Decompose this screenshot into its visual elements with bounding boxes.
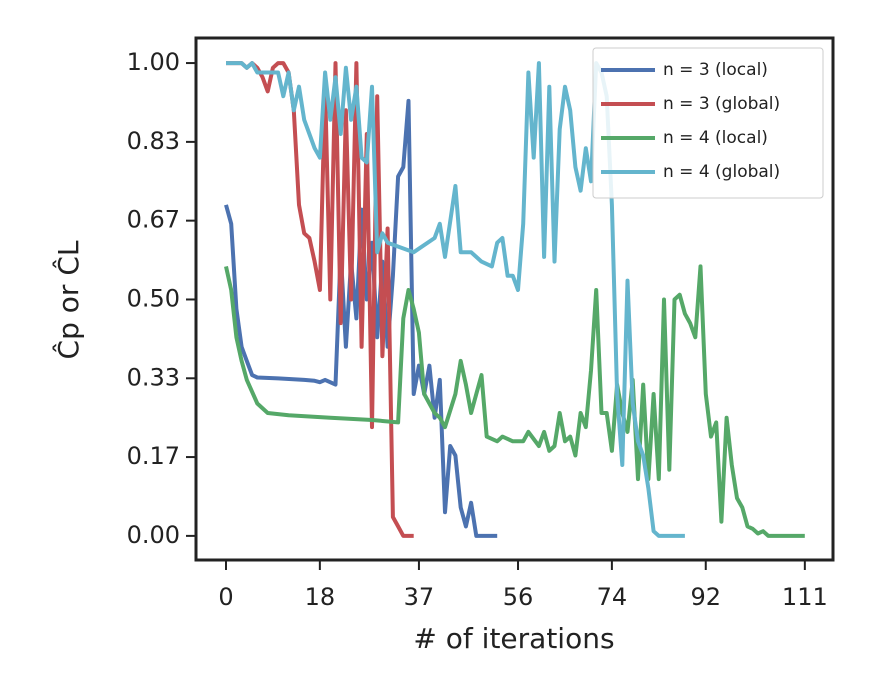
x-tick-label: 74 [597,583,628,611]
y-tick-label: 0.00 [127,521,180,549]
y-tick-label: 0.67 [127,206,180,234]
x-tick-label: 0 [218,583,233,611]
legend-label: n = 4 (local) [663,128,768,148]
plot-frame [194,36,835,562]
series-line [226,61,414,538]
y-tick-label: 1.00 [127,48,180,76]
x-tick-label: 111 [782,583,828,611]
x-tick-label: 92 [690,583,721,611]
x-axis-label: # of iterations [413,622,614,655]
x-tick-label: 56 [503,583,534,611]
x-tick-label: 18 [305,583,336,611]
legend-label: n = 4 (global) [663,162,780,182]
legend-label: n = 3 (local) [663,60,768,80]
series-line [224,98,498,538]
x-tick-label: 37 [404,583,435,611]
y-axis-label: Ĉp or ĈL [51,240,85,359]
legend-label: n = 3 (global) [663,94,780,114]
legend-box [592,47,824,199]
y-tick-label: 0.33 [127,363,180,391]
series-line [224,264,805,538]
y-tick-label: 0.50 [127,284,180,312]
y-tick-label: 0.83 [127,127,180,155]
y-tick-label: 0.17 [127,442,180,470]
